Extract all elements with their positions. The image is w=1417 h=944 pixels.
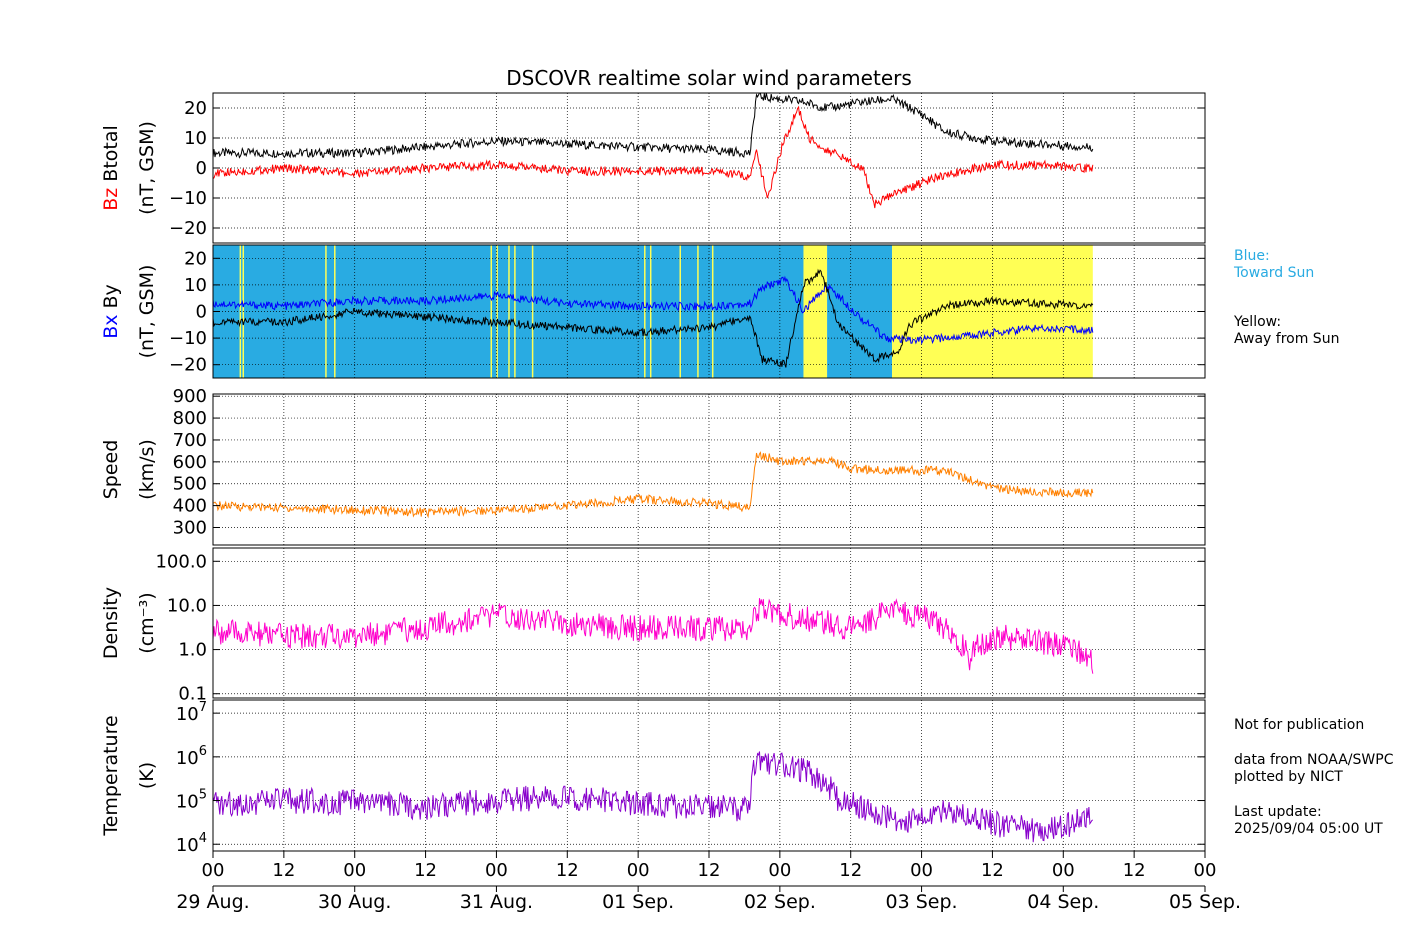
x-tick-label: 00	[1052, 860, 1075, 881]
y-tick-label: 107	[176, 700, 207, 725]
y-tick-label: 20	[184, 98, 207, 119]
sector-stripe	[679, 245, 681, 378]
y-axis-label: Bz Btotal	[100, 125, 122, 211]
y-tick-label: 106	[176, 744, 207, 769]
x-tick-label: 00	[910, 860, 933, 881]
x-tick-label: 00	[627, 860, 650, 881]
y-axis-unit: (km/s)	[136, 439, 158, 500]
y-axis-label: Temperature	[100, 715, 122, 836]
date-label: 29 Aug.	[176, 891, 249, 913]
y-tick-label: −10	[169, 328, 207, 349]
y-tick-label: 0	[196, 158, 207, 179]
y-tick-label: 10.0	[167, 595, 207, 616]
series-line-speed	[212, 451, 1094, 519]
y-axis-label: Density	[100, 587, 122, 659]
x-tick-label: 00	[202, 860, 225, 881]
series-line-density	[212, 598, 1094, 674]
x-tick-label: 00	[768, 860, 791, 881]
y-tick-label: 700	[173, 430, 207, 451]
sector-stripe	[644, 245, 646, 378]
y-tick-label: −10	[169, 188, 207, 209]
sector-stripe	[531, 245, 534, 378]
date-label: 02 Sep.	[744, 891, 816, 913]
y-tick-label: 300	[173, 517, 207, 538]
date-label: 30 Aug.	[318, 891, 391, 913]
sector-stripe	[496, 245, 498, 378]
y-tick-label: 500	[173, 474, 207, 495]
chart-title: DSCOVR realtime solar wind parameters	[506, 66, 912, 90]
sector-stripe	[325, 245, 327, 378]
y-tick-label: 400	[173, 496, 207, 517]
y-axis-unit: (K)	[136, 762, 158, 789]
date-label: 31 Aug.	[460, 891, 533, 913]
sector-stripe	[508, 245, 510, 378]
sector-stripe	[697, 245, 699, 378]
series-line-temperature	[212, 751, 1094, 843]
y-tick-label: 600	[173, 452, 207, 473]
data-source-note: data from NOAA/SWPC plotted by NICT	[1234, 752, 1394, 785]
sector-stripe	[711, 245, 714, 378]
y-tick-label: 10	[184, 128, 207, 149]
sector-stripe	[514, 245, 516, 378]
series-line-btotal	[212, 92, 1094, 159]
series-line-by	[212, 268, 1094, 368]
y-tick-label: 104	[176, 831, 207, 856]
sector-band-away	[803, 245, 828, 378]
legend-away-from-sun: Yellow: Away from Sun	[1234, 314, 1340, 347]
y-axis-label: Speed	[100, 440, 122, 500]
x-tick-label: 00	[485, 860, 508, 881]
sector-stripe	[334, 245, 336, 378]
sector-stripe	[649, 245, 652, 378]
y-tick-label: 100.0	[155, 551, 207, 572]
panel-frame	[212, 393, 1206, 546]
y-tick-label: 0	[196, 302, 207, 323]
x-tick-label: 12	[839, 860, 862, 881]
y-tick-label: 800	[173, 408, 207, 429]
y-axis-unit: (nT, GSM)	[136, 265, 158, 359]
x-tick-label: 12	[556, 860, 579, 881]
date-label: 04 Sep.	[1027, 891, 1099, 913]
x-tick-label: 00	[1194, 860, 1217, 881]
y-tick-label: −20	[169, 218, 207, 239]
x-tick-label: 12	[981, 860, 1004, 881]
date-label: 03 Sep.	[886, 891, 958, 913]
panel-frame	[212, 547, 1206, 699]
y-tick-label: 10	[184, 275, 207, 296]
date-label: 01 Sep.	[602, 891, 674, 913]
legend-toward-sun: Blue: Toward Sun	[1234, 248, 1315, 281]
last-update-note: Last update: 2025/09/04 05:00 UT	[1234, 804, 1383, 837]
y-tick-label: −20	[169, 355, 207, 376]
y-axis-unit: (cm⁻³)	[136, 592, 158, 653]
x-tick-label: 12	[698, 860, 721, 881]
x-tick-label: 12	[414, 860, 437, 881]
series-line-bx	[212, 275, 1094, 345]
y-tick-label: 105	[176, 788, 207, 813]
not-for-publication-note: Not for publication	[1234, 717, 1365, 733]
date-label: 05 Sep.	[1169, 891, 1241, 913]
x-tick-label: 12	[272, 860, 295, 881]
series-line-bz	[212, 105, 1094, 209]
x-tick-label: 12	[1123, 860, 1146, 881]
y-tick-label: 900	[173, 386, 207, 407]
y-tick-label: 20	[184, 248, 207, 269]
y-axis-unit: (nT, GSM)	[136, 121, 158, 215]
y-tick-label: 0.1	[178, 684, 207, 705]
x-tick-label: 00	[343, 860, 366, 881]
y-axis-label: Bx By	[100, 284, 122, 339]
sector-stripe	[490, 245, 493, 378]
y-tick-label: 1.0	[178, 640, 207, 661]
